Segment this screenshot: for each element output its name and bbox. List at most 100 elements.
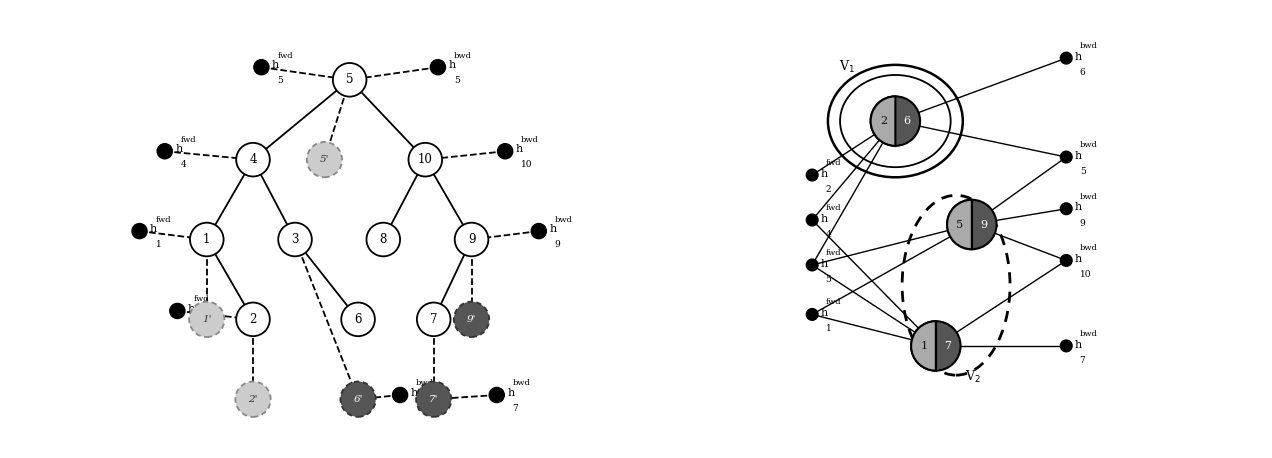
Circle shape: [806, 214, 818, 226]
Text: 6: 6: [355, 313, 361, 326]
Text: 6: 6: [1080, 68, 1085, 77]
Text: 5: 5: [346, 73, 354, 86]
Text: h: h: [820, 214, 828, 224]
Text: bwd: bwd: [1080, 330, 1098, 338]
Circle shape: [366, 223, 401, 256]
Text: 9: 9: [468, 233, 476, 246]
Text: bwd: bwd: [1080, 193, 1098, 201]
Circle shape: [430, 60, 445, 75]
Text: fwd: fwd: [826, 249, 841, 257]
Text: fwd: fwd: [181, 136, 196, 144]
Text: h: h: [1075, 151, 1081, 161]
Text: 4: 4: [181, 160, 187, 169]
Text: 5: 5: [454, 76, 459, 86]
Circle shape: [454, 302, 490, 337]
Text: 10: 10: [418, 153, 432, 166]
Circle shape: [806, 259, 818, 271]
Circle shape: [132, 224, 148, 239]
Text: 5: 5: [826, 275, 832, 284]
Text: 7: 7: [430, 313, 438, 326]
Circle shape: [393, 387, 407, 403]
Text: 6: 6: [903, 116, 911, 126]
Text: h: h: [550, 224, 557, 234]
Circle shape: [341, 382, 375, 417]
Text: 5: 5: [1080, 167, 1085, 176]
Text: 2': 2': [248, 395, 258, 403]
Circle shape: [279, 223, 312, 256]
Circle shape: [158, 144, 172, 159]
Text: 1: 1: [155, 240, 162, 249]
Text: bwd: bwd: [1080, 141, 1098, 149]
Text: bwd: bwd: [522, 136, 539, 144]
Circle shape: [1061, 151, 1072, 163]
Text: fwd: fwd: [826, 159, 841, 167]
Circle shape: [497, 144, 513, 159]
Text: 9': 9': [467, 315, 476, 324]
Circle shape: [532, 224, 547, 239]
Circle shape: [237, 303, 270, 336]
Text: V$_2$: V$_2$: [965, 369, 981, 385]
Text: 4: 4: [249, 153, 257, 166]
Circle shape: [307, 142, 342, 177]
Circle shape: [1061, 340, 1072, 352]
Text: 1: 1: [826, 324, 832, 333]
Text: h: h: [150, 224, 158, 234]
Text: bwd: bwd: [416, 379, 434, 387]
Text: 1: 1: [204, 233, 210, 246]
Text: 7: 7: [944, 341, 951, 351]
Text: 7: 7: [1080, 356, 1085, 365]
Text: bwd: bwd: [454, 52, 472, 60]
Circle shape: [190, 223, 224, 256]
Circle shape: [1061, 52, 1072, 64]
Text: h: h: [449, 60, 455, 70]
Text: 10: 10: [1080, 270, 1091, 279]
Circle shape: [169, 303, 184, 318]
Circle shape: [190, 302, 224, 337]
Wedge shape: [948, 200, 972, 249]
Text: 2: 2: [193, 320, 198, 329]
Text: fwd: fwd: [826, 204, 841, 212]
Text: 9: 9: [981, 219, 987, 229]
Wedge shape: [870, 96, 895, 146]
Circle shape: [870, 96, 920, 146]
Text: h: h: [515, 144, 523, 154]
Text: h: h: [176, 144, 182, 154]
Text: 4: 4: [826, 230, 832, 239]
Circle shape: [454, 223, 488, 256]
Text: h: h: [820, 308, 828, 318]
Circle shape: [254, 60, 268, 75]
Circle shape: [408, 143, 443, 176]
Wedge shape: [911, 321, 936, 371]
Text: 2: 2: [826, 185, 832, 194]
Text: h: h: [411, 388, 417, 398]
Text: 9: 9: [555, 240, 561, 249]
Text: 6: 6: [416, 404, 422, 413]
Text: fwd: fwd: [826, 298, 841, 306]
Circle shape: [235, 382, 271, 417]
Text: h: h: [508, 388, 514, 398]
Circle shape: [333, 63, 366, 97]
Circle shape: [416, 382, 452, 417]
Text: 7: 7: [513, 404, 519, 413]
Text: V$_1$: V$_1$: [838, 59, 855, 75]
Text: h: h: [272, 60, 279, 70]
Text: 9: 9: [1080, 218, 1085, 228]
Text: bwd: bwd: [1080, 245, 1098, 252]
Circle shape: [806, 169, 818, 181]
Circle shape: [948, 200, 996, 249]
Text: fwd: fwd: [193, 295, 209, 303]
Text: fwd: fwd: [277, 52, 293, 60]
Circle shape: [490, 387, 504, 403]
Text: 2: 2: [249, 313, 257, 326]
Text: 5': 5': [319, 155, 329, 164]
Text: 2: 2: [880, 116, 887, 126]
Circle shape: [806, 309, 818, 320]
Circle shape: [1061, 255, 1072, 266]
Text: h: h: [1075, 339, 1081, 349]
Text: 3: 3: [291, 233, 299, 246]
Text: bwd: bwd: [555, 216, 572, 224]
Text: 5: 5: [277, 76, 284, 86]
Text: bwd: bwd: [513, 379, 530, 387]
Text: 7': 7': [429, 395, 439, 403]
Text: 6': 6': [354, 395, 363, 403]
